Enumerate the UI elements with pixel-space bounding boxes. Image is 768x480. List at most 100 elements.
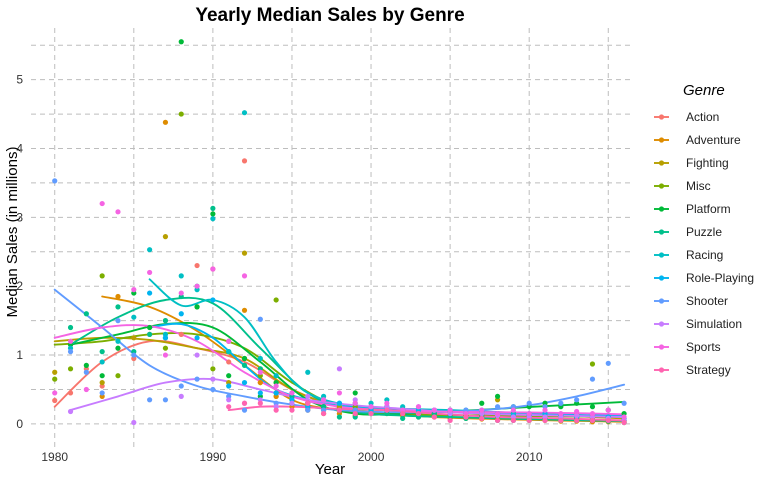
legend-label: Adventure: [686, 133, 741, 147]
data-point: [178, 39, 184, 45]
data-point: [178, 393, 184, 399]
legend-item: Adventure: [654, 133, 741, 147]
chart-title: Yearly Median Sales by Genre: [195, 5, 464, 26]
data-point: [210, 366, 216, 372]
data-point: [589, 376, 596, 382]
legend-key-point: [658, 298, 665, 304]
legend-key-point: [658, 367, 665, 373]
y-tick-labels: 0 1 2 3 4 5: [16, 73, 23, 431]
legend-items: Action Adventure Fighting Misc Platform Puzzl…: [654, 110, 754, 377]
legend-key-point: [658, 160, 665, 166]
data-point: [147, 397, 153, 403]
legend-item: Role-Playing: [654, 271, 754, 285]
data-point: [273, 407, 279, 413]
data-point: [178, 290, 184, 296]
data-point: [241, 307, 248, 313]
data-point: [526, 410, 532, 417]
data-point: [194, 304, 200, 310]
data-point: [115, 209, 121, 215]
data-point: [226, 349, 232, 355]
data-point: [210, 386, 216, 393]
legend-label: Sports: [686, 340, 721, 354]
data-point: [589, 417, 596, 424]
data-point: [52, 390, 58, 396]
trend-line: [69, 322, 626, 416]
data-point: [574, 408, 580, 415]
y-tick-label: 0: [16, 417, 23, 431]
data-point: [241, 273, 248, 279]
data-point: [241, 110, 248, 116]
y-tick-label: 3: [16, 210, 23, 224]
data-point: [320, 397, 327, 403]
data-point: [368, 410, 374, 417]
data-point: [210, 376, 216, 382]
data-point: [558, 410, 564, 417]
data-point: [447, 417, 453, 424]
legend-item: Action: [654, 110, 719, 124]
data-point: [178, 111, 184, 117]
data-point: [226, 338, 232, 344]
data-point: [494, 404, 501, 410]
legend-label: Role-Playing: [686, 271, 754, 285]
data-point: [131, 419, 137, 426]
data-point: [257, 316, 263, 322]
data-point: [479, 415, 485, 421]
data-point: [162, 352, 169, 358]
y-tick-label: 4: [16, 141, 23, 155]
data-point: [431, 407, 437, 413]
data-points: [52, 39, 627, 426]
data-point: [352, 410, 358, 417]
data-point: [415, 404, 422, 410]
y-tick-label: 5: [16, 73, 23, 87]
data-point: [147, 331, 153, 337]
data-point: [52, 369, 58, 375]
data-point: [162, 397, 169, 403]
data-point: [178, 383, 184, 389]
data-point: [99, 349, 105, 355]
data-point: [162, 345, 169, 351]
x-tick-label: 2010: [516, 450, 543, 464]
data-point: [336, 414, 343, 420]
data-point: [241, 355, 248, 362]
legend-item: Shooter: [654, 294, 728, 308]
data-point: [574, 413, 580, 419]
data-point: [178, 273, 184, 279]
data-point: [320, 410, 327, 417]
legend-item: Fighting: [654, 156, 729, 170]
data-point: [194, 283, 200, 289]
legend-label: Platform: [686, 202, 731, 216]
data-point: [99, 200, 105, 207]
data-point: [115, 318, 121, 324]
data-point: [67, 324, 74, 331]
data-point: [115, 304, 121, 310]
data-point: [226, 404, 232, 410]
data-point: [83, 369, 89, 375]
data-point: [605, 417, 611, 424]
data-point: [384, 407, 390, 413]
data-point: [241, 400, 248, 406]
data-point: [336, 390, 343, 396]
data-point: [52, 376, 58, 382]
legend-key-point: [658, 183, 665, 189]
data-point: [131, 352, 137, 358]
legend-key-point: [658, 114, 665, 120]
data-point: [336, 366, 343, 372]
legend-title: Genre: [683, 82, 725, 99]
data-point: [83, 386, 89, 393]
data-point: [574, 417, 580, 424]
data-point: [147, 247, 153, 253]
data-point: [67, 338, 74, 344]
data-point: [289, 390, 295, 396]
data-point: [131, 314, 137, 320]
data-point: [257, 355, 263, 362]
data-point: [273, 390, 279, 396]
data-point: [67, 390, 74, 396]
data-point: [115, 373, 121, 379]
data-point: [162, 318, 169, 324]
data-point: [273, 383, 279, 389]
data-point: [67, 408, 74, 415]
data-point: [99, 390, 105, 396]
data-point: [574, 397, 580, 403]
data-point: [257, 369, 263, 375]
data-point: [558, 417, 564, 424]
